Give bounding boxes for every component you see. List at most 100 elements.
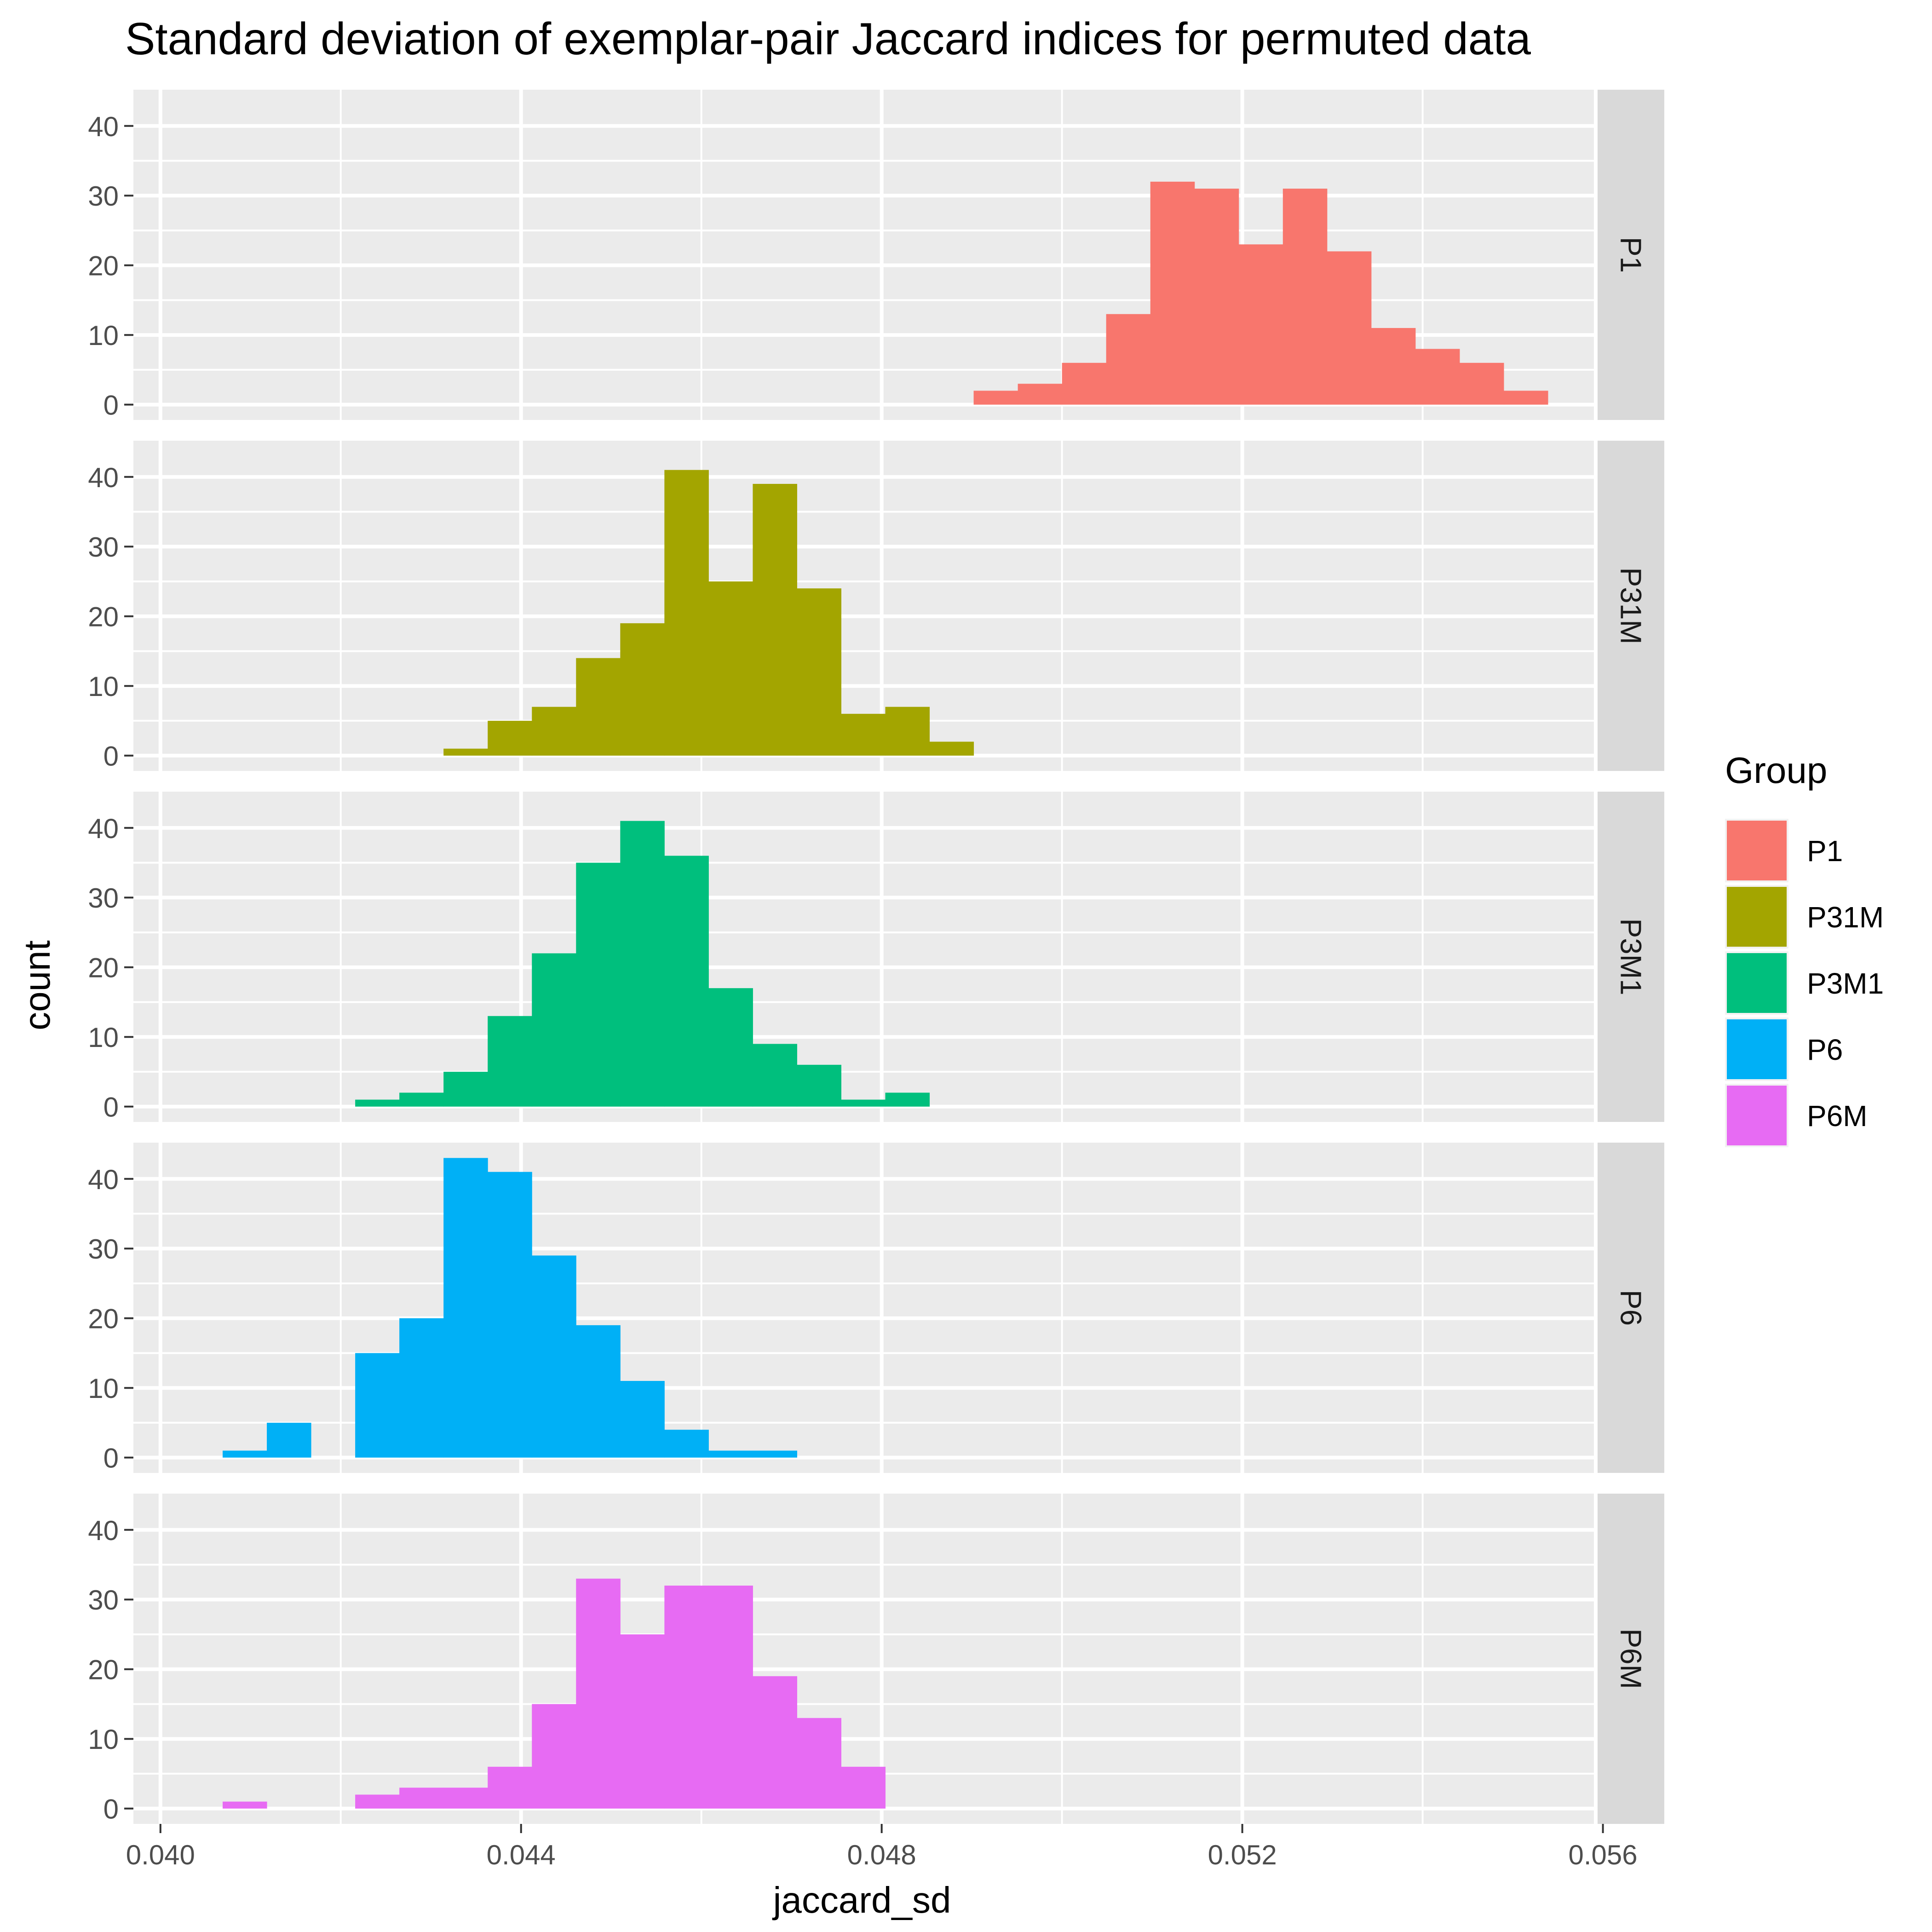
- y-tick-label: 40: [88, 462, 119, 493]
- facet-strip-label: P31M: [1615, 567, 1648, 644]
- histogram-bar: [443, 1788, 488, 1809]
- histogram-bar: [532, 1255, 576, 1458]
- y-tick-label: 0: [104, 390, 119, 421]
- y-tick-label: 30: [88, 883, 119, 914]
- histogram-bar: [841, 713, 886, 756]
- histogram-bar: [973, 391, 1018, 405]
- histogram-bar: [1459, 362, 1504, 405]
- facet-panel-p1: 0 10 20 30 40 P1: [88, 90, 1664, 421]
- histogram-bar: [1106, 314, 1151, 405]
- histogram-bar: [1415, 349, 1460, 405]
- histogram-bar: [620, 1634, 665, 1809]
- histogram-bar: [532, 707, 576, 756]
- histogram-bar: [885, 1092, 930, 1107]
- histogram-bar: [1282, 189, 1328, 405]
- y-tick-label: 20: [88, 251, 119, 282]
- legend: Group P1 P31M P3M1 P6 P6M: [1725, 750, 1884, 1147]
- histogram-bar: [753, 1676, 797, 1809]
- histogram-bar: [1150, 181, 1195, 405]
- histogram-bar: [1018, 384, 1063, 405]
- facet-strip-label: P1: [1615, 237, 1648, 273]
- histogram-bar: [841, 1099, 886, 1107]
- histogram-bar: [620, 821, 665, 1107]
- histogram-bar: [797, 1064, 842, 1107]
- legend-key-swatch: [1727, 821, 1787, 880]
- x-axis-title: jaccard_sd: [772, 1880, 951, 1920]
- histogram-bar: [223, 1801, 267, 1809]
- histogram-bar: [532, 1704, 576, 1809]
- x-tick-label: 0.044: [487, 1840, 556, 1870]
- facet-strip: [1598, 1494, 1664, 1824]
- histogram-bar: [443, 1158, 488, 1458]
- histogram-bar: [488, 720, 532, 756]
- y-tick-label: 0: [104, 741, 119, 772]
- facet-panel-p31m: 0 10 20 30 40 P31M: [88, 441, 1664, 772]
- facet-strip: [1598, 1143, 1664, 1473]
- histogram-bar: [708, 1450, 753, 1458]
- legend-entry-label: P3M1: [1807, 967, 1884, 1000]
- facet-strip: [1598, 90, 1664, 420]
- legend-key-swatch: [1727, 1086, 1787, 1145]
- histogram-bar: [532, 953, 576, 1107]
- histogram-bar: [708, 1585, 753, 1809]
- histogram-bar: [355, 1794, 400, 1809]
- histogram-bar: [1062, 362, 1107, 405]
- histogram-bar: [664, 856, 709, 1107]
- histogram-bar: [708, 988, 753, 1107]
- facet-panel-p6m: 0 10 20 30 40 P6M: [88, 1494, 1664, 1825]
- histogram-bar: [355, 1353, 400, 1458]
- legend-entry-label: P1: [1807, 834, 1843, 868]
- y-tick-label: 30: [88, 532, 119, 563]
- histogram-bar: [576, 862, 621, 1107]
- y-tick-label: 0: [104, 1443, 119, 1474]
- y-tick-label: 0: [104, 1794, 119, 1825]
- y-tick-label: 40: [88, 111, 119, 142]
- y-tick-label: 20: [88, 953, 119, 983]
- facet-strip: [1598, 441, 1664, 771]
- histogram-bar: [841, 1766, 886, 1809]
- legend-entry-label: P6: [1807, 1033, 1843, 1066]
- histogram-bar: [664, 1430, 709, 1458]
- panel-background: [133, 792, 1594, 1122]
- y-tick-label: 30: [88, 1234, 119, 1265]
- histogram-bar: [664, 1585, 709, 1809]
- legend-key-swatch: [1727, 887, 1787, 947]
- y-axis-title: count: [17, 940, 58, 1030]
- histogram-bar: [1371, 328, 1416, 405]
- legend-key-swatch: [1727, 953, 1787, 1013]
- y-tick-label: 40: [88, 813, 119, 844]
- facet-strip-label: P3M1: [1615, 918, 1648, 995]
- x-tick-label: 0.048: [847, 1840, 916, 1870]
- y-tick-label: 20: [88, 602, 119, 632]
- histogram-bar: [399, 1788, 444, 1809]
- histogram-bar: [443, 748, 488, 756]
- histogram-bar: [576, 658, 621, 756]
- x-axis: 0.040 0.044 0.048 0.052 0.056: [126, 1824, 1638, 1870]
- facet-strip-label: P6M: [1615, 1628, 1648, 1689]
- y-tick-label: 40: [88, 1515, 119, 1546]
- histogram-bar: [753, 483, 797, 756]
- histogram-bar: [355, 1099, 400, 1107]
- histogram-bar: [488, 1016, 532, 1107]
- histogram-bar: [488, 1766, 532, 1809]
- histogram-bar: [267, 1422, 311, 1458]
- y-tick-label: 10: [88, 1373, 119, 1404]
- histogram-bar: [1194, 189, 1239, 405]
- histogram-bar: [797, 1718, 842, 1809]
- y-tick-label: 20: [88, 1304, 119, 1334]
- facet-panels: 0 10 20 30 40 P1 0 10 20 30 40 P31M 0 10 20 30 40 P3M1 0 10…: [88, 90, 1664, 1825]
- y-tick-label: 30: [88, 1585, 119, 1616]
- histogram-bar: [1327, 251, 1372, 405]
- legend-entry-label: P6M: [1807, 1099, 1868, 1133]
- histogram-bar: [708, 581, 753, 756]
- histogram-bar: [488, 1172, 532, 1458]
- histogram-bar: [753, 1044, 797, 1107]
- y-tick-label: 0: [104, 1092, 119, 1123]
- histogram-bar: [885, 707, 930, 756]
- legend-key-swatch: [1727, 1019, 1787, 1079]
- histogram-bar: [797, 588, 842, 756]
- histogram-bar: [223, 1450, 267, 1458]
- histogram-bar: [1238, 244, 1283, 405]
- facet-strip: [1598, 792, 1664, 1122]
